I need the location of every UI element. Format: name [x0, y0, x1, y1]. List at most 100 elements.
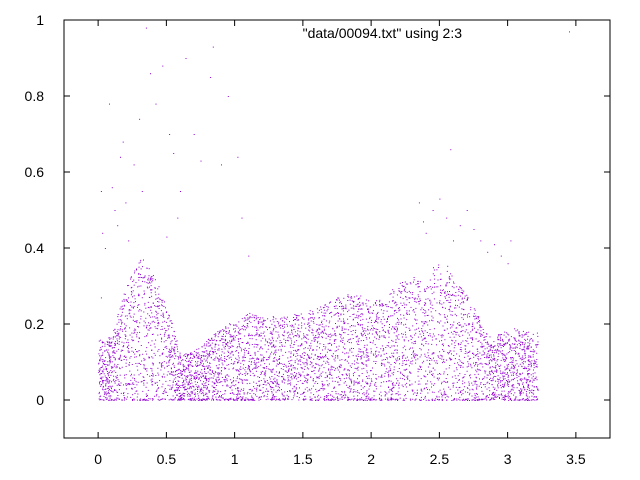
data-point — [290, 353, 292, 355]
data-point — [123, 308, 125, 310]
data-point — [378, 335, 380, 337]
data-point — [267, 398, 269, 400]
data-point — [484, 357, 486, 358]
data-point — [114, 363, 116, 365]
data-point — [343, 322, 345, 324]
data-point — [237, 388, 239, 390]
data-point — [290, 365, 292, 367]
data-point — [394, 349, 396, 351]
data-point — [530, 390, 532, 392]
data-point — [297, 381, 299, 382]
data-point — [402, 362, 404, 364]
data-point — [182, 368, 184, 370]
data-point — [286, 332, 288, 334]
data-point — [392, 315, 394, 317]
data-point — [119, 385, 121, 386]
data-point — [249, 370, 251, 372]
data-point — [508, 334, 510, 336]
data-point — [135, 282, 137, 284]
data-point — [291, 369, 293, 371]
data-point — [195, 378, 196, 380]
data-point — [404, 345, 406, 347]
data-point — [282, 363, 284, 365]
data-point — [497, 356, 499, 357]
data-point — [352, 314, 354, 315]
data-point — [265, 340, 267, 342]
data-point — [357, 366, 359, 368]
data-point — [274, 350, 276, 352]
data-point — [186, 368, 188, 370]
data-point — [403, 354, 405, 356]
data-point — [355, 329, 357, 331]
data-point — [486, 382, 488, 384]
data-point — [169, 337, 171, 339]
data-point — [522, 348, 524, 350]
data-point — [115, 376, 117, 378]
data-point — [391, 300, 393, 302]
data-point — [379, 301, 381, 303]
data-point — [129, 357, 131, 359]
data-point — [417, 371, 419, 373]
data-point — [113, 378, 115, 380]
data-point — [451, 295, 453, 296]
data-point — [127, 285, 129, 287]
data-point — [333, 343, 335, 344]
data-point — [446, 318, 448, 320]
data-point — [285, 342, 286, 344]
data-point — [428, 357, 430, 359]
data-point — [439, 303, 441, 305]
data-point — [297, 327, 299, 329]
data-point — [264, 381, 266, 383]
data-point — [456, 398, 458, 400]
data-point — [233, 325, 235, 326]
data-point — [297, 393, 299, 394]
data-point — [164, 389, 166, 391]
data-point — [418, 286, 420, 288]
data-point — [364, 399, 366, 401]
data-point — [352, 348, 354, 349]
data-point — [333, 314, 335, 316]
data-point — [372, 353, 374, 355]
data-point — [298, 324, 300, 326]
data-point — [301, 356, 303, 358]
data-point — [387, 329, 389, 331]
data-point — [387, 331, 389, 333]
data-point — [292, 333, 294, 335]
data-point — [146, 286, 148, 288]
data-point — [125, 299, 127, 301]
data-point — [471, 342, 473, 343]
data-point — [202, 392, 204, 394]
data-point — [402, 375, 404, 376]
data-point — [125, 385, 127, 386]
data-point — [253, 357, 255, 359]
data-point — [407, 390, 409, 392]
data-point — [322, 331, 324, 333]
data-point — [482, 329, 484, 330]
data-point — [433, 360, 435, 362]
data-point — [107, 392, 109, 394]
data-point — [237, 394, 239, 396]
data-point — [509, 338, 511, 340]
data-point — [180, 395, 181, 396]
data-point — [115, 380, 117, 381]
data-point — [261, 360, 263, 362]
data-point — [377, 322, 379, 324]
data-point — [328, 322, 330, 324]
data-point — [177, 368, 179, 370]
data-point — [493, 354, 495, 356]
data-point — [449, 302, 451, 303]
data-point — [114, 347, 115, 349]
data-point — [352, 300, 354, 302]
data-point — [223, 379, 225, 381]
data-point — [514, 364, 516, 366]
data-point — [487, 381, 489, 383]
data-point — [439, 302, 440, 304]
data-point — [425, 343, 427, 345]
data-point — [496, 389, 498, 391]
data-point — [423, 360, 425, 362]
data-point — [343, 369, 345, 371]
data-point — [494, 352, 496, 354]
data-point — [234, 399, 236, 401]
data-point — [186, 367, 188, 369]
data-point — [162, 315, 164, 317]
